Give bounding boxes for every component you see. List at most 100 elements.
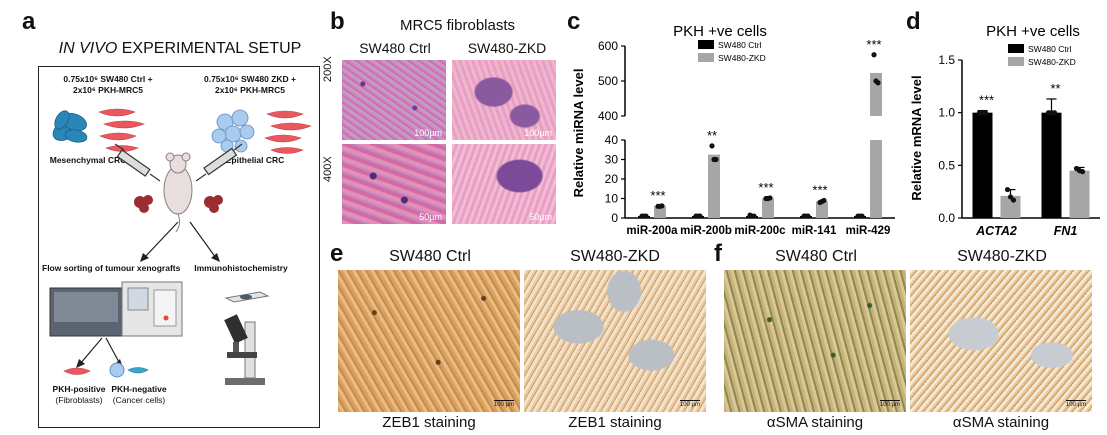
panel-f-caption2: αSMA staining xyxy=(952,414,1050,431)
y-tick-label: 40 xyxy=(605,133,619,147)
bar-0 xyxy=(972,112,993,218)
significance-label: *** xyxy=(650,188,665,203)
scale-label: 100µm xyxy=(524,128,552,138)
he-200x-zkd-image: 100µm xyxy=(452,60,556,140)
data-point xyxy=(1010,197,1017,203)
significance-label: *** xyxy=(979,93,994,108)
legend-label: SW480-ZKD xyxy=(718,53,766,63)
legend-swatch xyxy=(1008,57,1024,66)
legend-swatch xyxy=(1008,44,1024,53)
pkh-negative-label: PKH-negative xyxy=(111,384,167,394)
y-tick-label: 600 xyxy=(598,39,618,53)
bar-1 xyxy=(1069,170,1090,218)
panel-b-row2: 400X xyxy=(322,156,334,182)
y-tick-label: 500 xyxy=(598,74,618,88)
mesenchymal-label: Mesenchymal CRC xyxy=(49,155,127,165)
legend-label: SW480 Ctrl xyxy=(1028,44,1072,54)
epithelial-label: Epithelial CRC xyxy=(225,155,285,165)
significance-label: ** xyxy=(707,128,717,143)
data-point xyxy=(871,52,877,58)
panel-a-title-rest: EXPERIMENTAL SETUP xyxy=(117,40,302,57)
panel-d-letter: d xyxy=(906,8,921,35)
asma-zkd-image: 100 µm xyxy=(910,270,1092,412)
bar-0 xyxy=(1041,112,1062,218)
data-point xyxy=(713,156,719,163)
legend-swatch xyxy=(698,53,714,62)
bar-1 xyxy=(816,201,828,218)
fibroblast-icon xyxy=(63,367,91,375)
panel-e-col2: SW480-ZKD xyxy=(570,248,660,265)
y-tick-label: 1.5 xyxy=(938,53,955,67)
significance-label: *** xyxy=(866,37,881,52)
data-point xyxy=(1004,186,1011,193)
cancer-cell-icon xyxy=(109,362,149,378)
panel-b-row1: 200X xyxy=(322,56,334,82)
x-tick-label: miR-200a xyxy=(626,225,678,237)
panel-e-caption1: ZEB1 staining xyxy=(382,414,476,431)
scale-label: 50µm xyxy=(419,212,442,222)
x-tick-label: miR-200c xyxy=(734,225,786,237)
bar-1 xyxy=(708,154,720,218)
left-injection-label-2: 2x10⁶ PKH-MRC5 xyxy=(72,85,144,95)
chart-c-title: PKH +ve cells xyxy=(673,23,767,40)
data-point xyxy=(767,195,773,201)
zeb1-ctrl-image: 100 µm xyxy=(338,270,520,412)
mrna-bar-chart: PKH +ve cells Relative mRNA level 0.0 0.5 1.… xyxy=(909,23,1100,238)
panel-f-col2: SW480-ZKD xyxy=(957,248,1047,265)
panel-f-letter: f xyxy=(714,240,722,267)
significance-label: *** xyxy=(812,182,827,197)
x-tick-label: miR-200b xyxy=(680,225,732,237)
flow-sorting-label: Flow sorting of tumour xenografts xyxy=(42,263,181,273)
panel-b-letter: b xyxy=(330,8,345,35)
panel-b-col1: SW480 Ctrl xyxy=(359,40,431,56)
slide-icon xyxy=(224,291,270,303)
data-point xyxy=(875,80,881,86)
panel-a-letter: a xyxy=(22,8,36,35)
panel-b-col2: SW480-ZKD xyxy=(467,40,547,56)
data-point xyxy=(859,213,865,219)
panel-f-caption1: αSMA staining xyxy=(766,414,864,431)
y-tick-label: 0.0 xyxy=(938,211,955,225)
scale-label: 100 µm xyxy=(679,400,700,408)
right-injection-label-2: 2x10⁶ PKH-MRC5 xyxy=(214,85,286,95)
scale-label: 100 µm xyxy=(1065,400,1086,408)
right-injection-label-1: 0.75x10⁶ SW480 ZKD + xyxy=(203,74,297,84)
chart-c-ylabel: Relative miRNA level xyxy=(571,69,586,198)
data-point xyxy=(1051,110,1058,116)
data-point xyxy=(751,213,757,219)
y-tick-label: 400 xyxy=(598,109,618,123)
chart-d-title: PKH +ve cells xyxy=(986,23,1080,40)
x-tick-label: FN1 xyxy=(1054,224,1078,238)
scale-label: 50µm xyxy=(529,212,552,222)
he-400x-zkd-image: 50µm xyxy=(452,144,556,224)
panel-e-caption2: ZEB1 staining xyxy=(568,414,662,431)
data-point xyxy=(709,143,715,149)
mirna-bar-chart: PKH +ve cells Relative miRNA level 0 10 20 30… xyxy=(571,23,895,237)
data-point xyxy=(982,110,989,116)
x-tick-label: ACTA2 xyxy=(975,224,1017,238)
y-tick-label: 0.5 xyxy=(938,158,955,172)
mouse-injection-icon xyxy=(114,143,243,233)
panel-b-title: MRC5 fibroblasts xyxy=(399,17,516,34)
bar-1-lower xyxy=(870,140,882,218)
legend-swatch xyxy=(698,40,714,49)
y-tick-label: 30 xyxy=(605,153,619,167)
he-200x-ctrl-image: 100µm xyxy=(342,60,446,140)
scale-label: 100 µm xyxy=(493,400,514,408)
zeb1-zkd-image: 100 µm xyxy=(524,270,706,412)
data-point xyxy=(821,197,827,204)
x-tick-label: miR-429 xyxy=(846,225,891,237)
microscope-icon xyxy=(224,314,265,385)
legend-label: SW480 Ctrl xyxy=(718,40,762,50)
scale-label: 100µm xyxy=(414,128,442,138)
flow-cytometer-icon xyxy=(49,281,183,337)
he-400x-ctrl-image: 50µm xyxy=(342,144,446,224)
data-point xyxy=(659,203,665,209)
y-tick-label: 0 xyxy=(611,211,618,225)
scale-label: 100 µm xyxy=(879,400,900,408)
data-point xyxy=(1079,169,1086,175)
pkh-negative-sub: (Cancer cells) xyxy=(112,395,166,405)
data-point xyxy=(643,213,649,219)
panel-e-col1: SW480 Ctrl xyxy=(389,248,471,265)
y-tick-label: 10 xyxy=(605,192,619,206)
